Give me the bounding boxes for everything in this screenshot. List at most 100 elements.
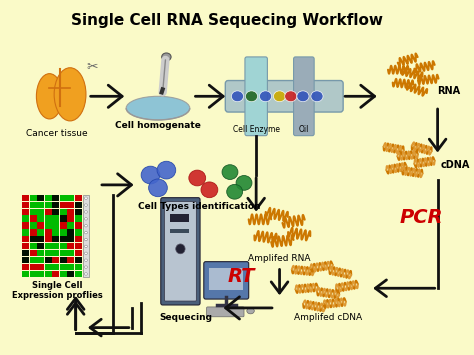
FancyBboxPatch shape [161, 198, 200, 305]
Bar [75, 271, 82, 277]
Bar [83, 195, 89, 277]
Bar [60, 257, 67, 263]
Bar [30, 229, 37, 236]
Bar [67, 215, 74, 222]
Ellipse shape [84, 245, 87, 248]
Text: RT: RT [228, 267, 255, 286]
Ellipse shape [222, 165, 238, 180]
FancyBboxPatch shape [225, 81, 343, 112]
Bar [37, 257, 45, 263]
Bar [22, 202, 29, 208]
Bar [45, 250, 52, 256]
Bar [60, 208, 67, 215]
Bar [75, 202, 82, 208]
Bar [45, 264, 52, 270]
Ellipse shape [84, 238, 87, 241]
Bar [67, 222, 74, 229]
Ellipse shape [236, 175, 252, 190]
Bar [52, 243, 59, 249]
Ellipse shape [247, 308, 254, 314]
Bar [75, 257, 82, 263]
Text: cDNA: cDNA [440, 160, 470, 170]
Bar [37, 250, 45, 256]
Bar [30, 271, 37, 277]
Bar [45, 195, 52, 201]
Ellipse shape [84, 231, 87, 234]
Text: ✂: ✂ [87, 60, 98, 74]
Bar [52, 236, 59, 242]
Bar [52, 208, 59, 215]
Bar [45, 229, 52, 236]
Text: PCR: PCR [400, 208, 444, 227]
Bar [52, 202, 59, 208]
Bar [75, 215, 82, 222]
Ellipse shape [36, 73, 63, 119]
Bar [52, 215, 59, 222]
Bar [67, 229, 74, 236]
Ellipse shape [311, 91, 323, 102]
Bar [75, 229, 82, 236]
Bar [52, 257, 59, 263]
Bar [45, 215, 52, 222]
Bar [52, 250, 59, 256]
Bar [22, 250, 29, 256]
Bar [67, 271, 74, 277]
Bar [45, 236, 52, 242]
Ellipse shape [259, 91, 272, 102]
Bar [60, 236, 67, 242]
Text: Cell homogenate: Cell homogenate [115, 121, 201, 130]
Ellipse shape [84, 224, 87, 227]
Text: Cell Types identification: Cell Types identification [138, 202, 260, 211]
FancyBboxPatch shape [245, 57, 267, 136]
Bar [37, 208, 45, 215]
Bar [45, 243, 52, 249]
Bar [22, 208, 29, 215]
Bar [52, 195, 59, 201]
Bar [45, 271, 52, 277]
Bar [22, 264, 29, 270]
Bar [60, 271, 67, 277]
Bar [75, 250, 82, 256]
Bar [37, 229, 45, 236]
Ellipse shape [227, 184, 243, 199]
Bar [75, 195, 82, 201]
Bar [30, 243, 37, 249]
Ellipse shape [84, 211, 87, 213]
Ellipse shape [84, 204, 87, 206]
Bar [75, 236, 82, 242]
Bar [45, 257, 52, 263]
Bar [30, 202, 37, 208]
FancyBboxPatch shape [164, 202, 196, 301]
Bar [37, 222, 45, 229]
Bar [67, 250, 74, 256]
Bar [67, 243, 74, 249]
Bar [22, 195, 29, 201]
Ellipse shape [176, 244, 185, 254]
FancyBboxPatch shape [204, 262, 249, 299]
Bar [67, 208, 74, 215]
Bar [30, 257, 37, 263]
Bar [37, 243, 45, 249]
Text: Amplifed cDNA: Amplifed cDNA [294, 313, 362, 322]
Ellipse shape [84, 197, 87, 200]
Ellipse shape [126, 96, 190, 120]
Ellipse shape [297, 91, 309, 102]
Text: Sequecing: Sequecing [160, 313, 212, 322]
Bar [22, 243, 29, 249]
Bar [52, 264, 59, 270]
Ellipse shape [84, 259, 87, 261]
Bar [170, 214, 189, 222]
Bar [67, 195, 74, 201]
Ellipse shape [84, 218, 87, 220]
Bar [45, 202, 52, 208]
Ellipse shape [231, 91, 244, 102]
Bar [52, 271, 59, 277]
Bar [30, 195, 37, 201]
Bar [30, 222, 37, 229]
Bar [75, 222, 82, 229]
Text: Cancer tissue: Cancer tissue [26, 129, 88, 138]
Bar [75, 208, 82, 215]
Bar [75, 264, 82, 270]
Text: Single Cell
Expression proflies: Single Cell Expression proflies [11, 280, 102, 300]
Bar [52, 222, 59, 229]
